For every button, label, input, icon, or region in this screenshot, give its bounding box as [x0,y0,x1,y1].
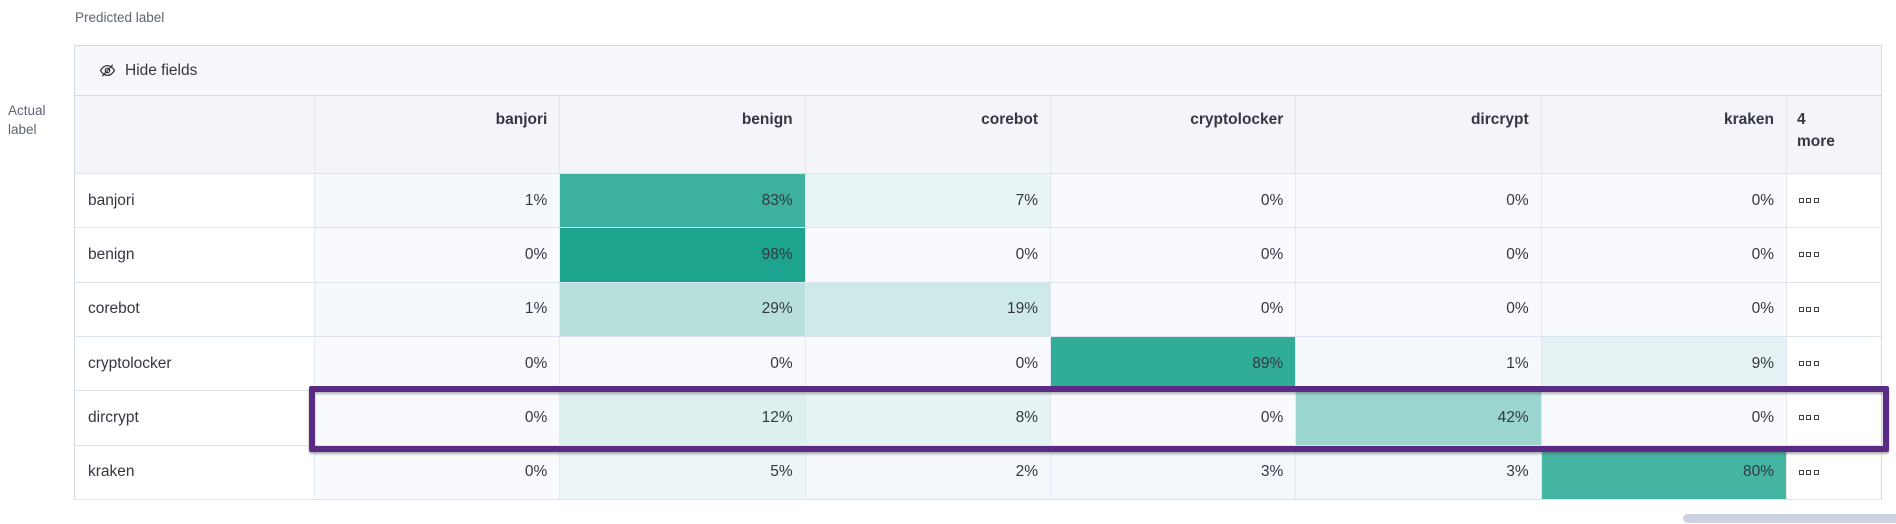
cell-dircrypt-dircrypt[interactable]: 42% [1296,391,1542,446]
header-corner-cell [75,96,315,174]
cell-banjori-cryptolocker[interactable]: 0% [1050,174,1297,229]
cell-banjori-banjori[interactable]: 1% [315,174,561,229]
confusion-matrix-grid: banjori benign corebot cryptolocker dircrypt… [75,96,1881,500]
boxes-horizontal-icon [1798,252,1819,258]
boxes-horizontal-icon [1798,415,1819,421]
column-header-corebot[interactable]: corebot [805,96,1051,174]
cell-benign-kraken[interactable]: 0% [1541,228,1787,283]
cell-benign-cryptolocker[interactable]: 0% [1050,228,1297,283]
cell-kraken-kraken[interactable]: 80% [1541,445,1787,500]
cell-banjori-dircrypt[interactable]: 0% [1296,174,1542,229]
cell-banjori-kraken[interactable]: 0% [1541,174,1787,229]
horizontal-scrollbar-thumb[interactable] [1683,514,1896,523]
hide-fields-button[interactable]: Hide fields [91,56,205,86]
row-more-actions-dircrypt[interactable] [1786,391,1881,446]
cell-corebot-cryptolocker[interactable]: 0% [1050,282,1297,337]
cell-benign-banjori[interactable]: 0% [315,228,561,283]
cell-dircrypt-cryptolocker[interactable]: 0% [1050,391,1297,446]
cell-dircrypt-benign[interactable]: 12% [560,391,806,446]
cell-benign-dircrypt[interactable]: 0% [1296,228,1542,283]
cell-cryptolocker-kraken[interactable]: 9% [1541,336,1787,392]
column-header-cryptolocker[interactable]: cryptolocker [1050,96,1297,174]
column-header-benign[interactable]: benign [560,96,806,174]
row-label-cryptolocker[interactable]: cryptolocker [75,336,315,392]
column-header-dircrypt[interactable]: dircrypt [1296,96,1542,174]
cell-dircrypt-kraken[interactable]: 0% [1541,391,1787,446]
cell-kraken-corebot[interactable]: 2% [805,445,1051,500]
cell-kraken-benign[interactable]: 5% [560,445,806,500]
row-label-dircrypt[interactable]: dircrypt [75,391,315,446]
cell-benign-corebot[interactable]: 0% [805,228,1051,283]
cell-cryptolocker-dircrypt[interactable]: 1% [1296,336,1542,392]
cell-corebot-benign[interactable]: 29% [560,282,806,337]
cell-kraken-cryptolocker[interactable]: 3% [1050,445,1297,500]
cell-cryptolocker-corebot[interactable]: 0% [805,336,1051,392]
datagrid-toolbar: Hide fields [75,46,1881,96]
row-label-benign[interactable]: benign [75,228,315,283]
actual-label-line1: Actual [8,103,46,118]
cell-cryptolocker-benign[interactable]: 0% [560,336,806,392]
cell-corebot-banjori[interactable]: 1% [315,282,561,337]
predicted-label-axis-title: Predicted label [75,10,165,25]
boxes-horizontal-icon [1798,469,1819,475]
row-more-actions-cryptolocker[interactable] [1786,336,1881,392]
cell-cryptolocker-cryptolocker[interactable]: 89% [1050,336,1297,392]
cell-cryptolocker-banjori[interactable]: 0% [315,336,561,392]
boxes-horizontal-icon [1798,306,1819,312]
cell-kraken-banjori[interactable]: 0% [315,445,561,500]
confusion-matrix-datagrid: Hide fields banjori benign corebot cryptolo… [74,45,1889,500]
column-header-more[interactable]: 4 more [1786,96,1881,174]
row-label-kraken[interactable]: kraken [75,445,315,500]
row-more-actions-banjori[interactable] [1786,174,1881,229]
actual-label-axis-title: Actual label [8,101,46,139]
cell-corebot-dircrypt[interactable]: 0% [1296,282,1542,337]
eye-closed-icon [99,62,116,79]
boxes-horizontal-icon [1798,361,1819,367]
boxes-horizontal-icon [1798,198,1819,204]
row-more-actions-benign[interactable] [1786,228,1881,283]
row-label-corebot[interactable]: corebot [75,282,315,337]
cell-corebot-kraken[interactable]: 0% [1541,282,1787,337]
row-more-actions-kraken[interactable] [1786,445,1881,500]
hide-fields-label: Hide fields [125,61,198,79]
cell-banjori-corebot[interactable]: 7% [805,174,1051,229]
actual-label-line2: label [8,122,37,137]
column-header-banjori[interactable]: banjori [315,96,561,174]
cell-corebot-corebot[interactable]: 19% [805,282,1051,337]
cell-banjori-benign[interactable]: 83% [560,174,806,229]
row-more-actions-corebot[interactable] [1786,282,1881,337]
cell-dircrypt-corebot[interactable]: 8% [805,391,1051,446]
cell-benign-benign[interactable]: 98% [560,228,806,283]
column-header-kraken[interactable]: kraken [1541,96,1787,174]
cell-kraken-dircrypt[interactable]: 3% [1296,445,1542,500]
row-label-banjori[interactable]: banjori [75,174,315,229]
cell-dircrypt-banjori[interactable]: 0% [315,391,561,446]
